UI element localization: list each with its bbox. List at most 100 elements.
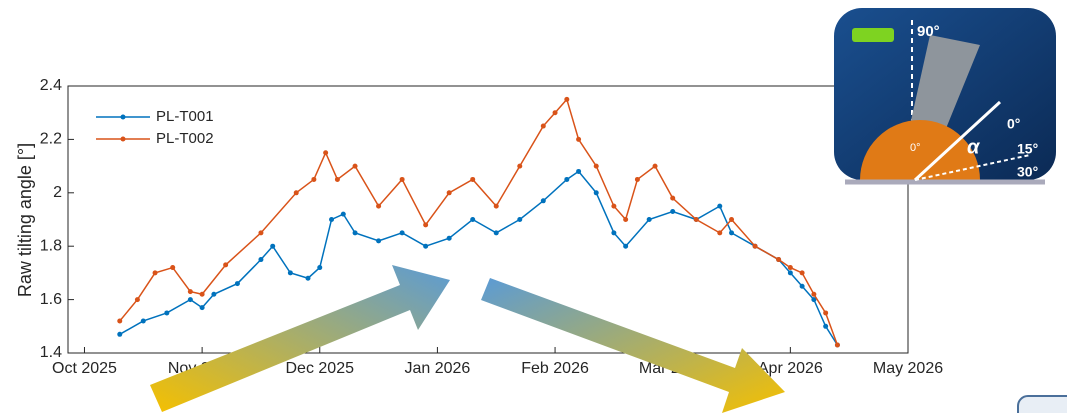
y-tick-label: 2.4 xyxy=(40,77,62,94)
point xyxy=(576,168,582,174)
point xyxy=(811,297,817,303)
point xyxy=(634,176,640,182)
point xyxy=(211,291,217,297)
point xyxy=(517,163,523,169)
arrow xyxy=(150,265,450,412)
point xyxy=(787,265,793,271)
point xyxy=(493,230,499,236)
point xyxy=(258,257,264,263)
point xyxy=(187,289,193,295)
series-line xyxy=(119,170,839,346)
point xyxy=(787,270,793,276)
point xyxy=(340,211,346,217)
legend-marker xyxy=(120,114,126,120)
point xyxy=(776,257,782,263)
point xyxy=(623,243,629,249)
point xyxy=(305,275,311,281)
point xyxy=(187,297,193,303)
y-tick-label: 1.4 xyxy=(40,344,62,361)
point xyxy=(752,243,758,249)
y-tick-label: 1.8 xyxy=(40,237,62,254)
x-tick-label: Jan 2026 xyxy=(404,360,470,377)
point xyxy=(199,305,205,311)
point xyxy=(399,230,405,236)
point xyxy=(623,217,629,222)
point xyxy=(552,110,558,116)
arrow xyxy=(481,278,785,413)
y-tick-label: 1.6 xyxy=(40,291,62,308)
point xyxy=(293,190,299,196)
point xyxy=(693,217,699,222)
point xyxy=(134,297,140,303)
point xyxy=(729,230,735,236)
point xyxy=(834,342,840,348)
point xyxy=(223,262,229,268)
point xyxy=(258,230,264,236)
app-icon-partial xyxy=(1017,395,1067,418)
icon-label: 0° xyxy=(910,142,921,154)
point xyxy=(540,198,546,204)
y-tick-label: 2 xyxy=(53,184,62,201)
point xyxy=(152,270,158,276)
point xyxy=(493,203,499,209)
legend-label: PL-T002 xyxy=(156,130,214,147)
point xyxy=(811,291,817,297)
icon-label: α xyxy=(967,136,981,158)
point xyxy=(446,190,452,196)
point xyxy=(323,150,329,156)
icon-label: 90° xyxy=(917,23,940,40)
x-tick-label: Dec 2025 xyxy=(286,360,355,377)
point xyxy=(729,217,735,222)
point xyxy=(199,291,205,297)
point xyxy=(234,281,240,287)
point xyxy=(329,217,335,222)
point xyxy=(470,176,476,182)
point xyxy=(799,283,805,289)
point xyxy=(164,310,170,316)
point xyxy=(670,195,676,201)
point xyxy=(376,238,382,244)
point xyxy=(799,270,805,276)
point xyxy=(646,217,652,222)
point xyxy=(576,136,582,142)
x-tick-label: May 2026 xyxy=(873,360,943,377)
point xyxy=(117,318,123,324)
point xyxy=(270,243,276,249)
point xyxy=(564,96,570,102)
point xyxy=(287,270,293,276)
point xyxy=(517,217,523,222)
legend-marker xyxy=(120,136,126,142)
point xyxy=(423,222,429,228)
point xyxy=(352,163,358,169)
x-tick-label: Oct 2025 xyxy=(52,360,117,377)
point xyxy=(823,310,829,316)
point xyxy=(334,176,340,182)
point xyxy=(540,123,546,129)
point xyxy=(170,265,176,271)
point xyxy=(717,203,723,209)
x-tick-label: Feb 2026 xyxy=(521,360,589,377)
plot-area xyxy=(67,85,909,354)
point xyxy=(352,230,358,236)
point xyxy=(717,230,723,236)
point xyxy=(593,163,599,169)
point xyxy=(470,217,476,222)
point xyxy=(311,176,317,182)
point xyxy=(611,203,617,209)
app-icon xyxy=(834,8,1056,185)
point xyxy=(423,243,429,249)
series-line xyxy=(119,97,839,346)
point xyxy=(564,176,570,182)
point xyxy=(140,318,146,324)
point xyxy=(611,230,617,236)
x-tick-label: Apr 2026 xyxy=(758,360,823,377)
point xyxy=(823,323,829,329)
legend-label: PL-T001 xyxy=(156,108,214,125)
point xyxy=(376,203,382,209)
point xyxy=(593,190,599,196)
y-axis-label: Raw tilting angle [°] xyxy=(15,143,35,297)
point xyxy=(117,331,123,337)
point xyxy=(317,265,323,271)
